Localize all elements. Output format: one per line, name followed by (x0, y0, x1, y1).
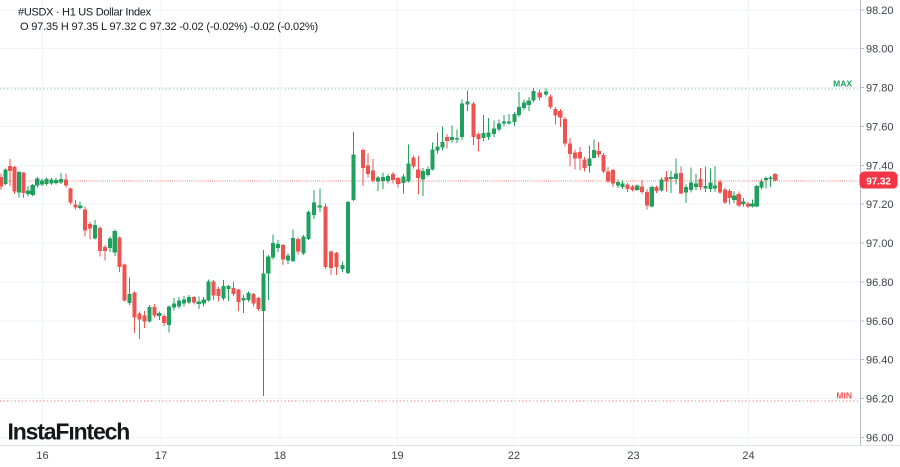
svg-text:96.00: 96.00 (866, 433, 894, 445)
svg-text:24: 24 (742, 450, 754, 462)
svg-text:MAX: MAX (833, 79, 852, 89)
svg-text:O 97.35 H 97.35 L 97.32 C 97.3: O 97.35 H 97.35 L 97.32 C 97.32 -0.02 (-… (20, 21, 318, 33)
svg-text:97.60: 97.60 (866, 121, 894, 133)
svg-text:97.00: 97.00 (866, 238, 894, 250)
svg-text:96.40: 96.40 (866, 355, 894, 367)
svg-text:22: 22 (508, 450, 520, 462)
svg-text:#USDX · H1 US Dollar Index: #USDX · H1 US Dollar Index (18, 7, 152, 19)
svg-text:97.80: 97.80 (866, 83, 894, 95)
svg-text:96.20: 96.20 (866, 394, 894, 406)
svg-text:18: 18 (274, 450, 286, 462)
svg-text:98.20: 98.20 (866, 5, 894, 17)
svg-text:97.40: 97.40 (866, 160, 894, 172)
svg-text:InstaFıntech: InstaFıntech (8, 419, 130, 445)
svg-text:16: 16 (36, 450, 48, 462)
svg-text:96.60: 96.60 (866, 316, 894, 328)
svg-text:96.80: 96.80 (866, 277, 894, 289)
svg-text:23: 23 (627, 450, 639, 462)
svg-text:98.00: 98.00 (866, 44, 894, 56)
svg-text:97.20: 97.20 (866, 199, 894, 211)
svg-text:19: 19 (391, 450, 403, 462)
svg-text:97.32: 97.32 (866, 176, 891, 187)
svg-text:MIN: MIN (836, 391, 852, 401)
svg-text:17: 17 (155, 450, 167, 462)
